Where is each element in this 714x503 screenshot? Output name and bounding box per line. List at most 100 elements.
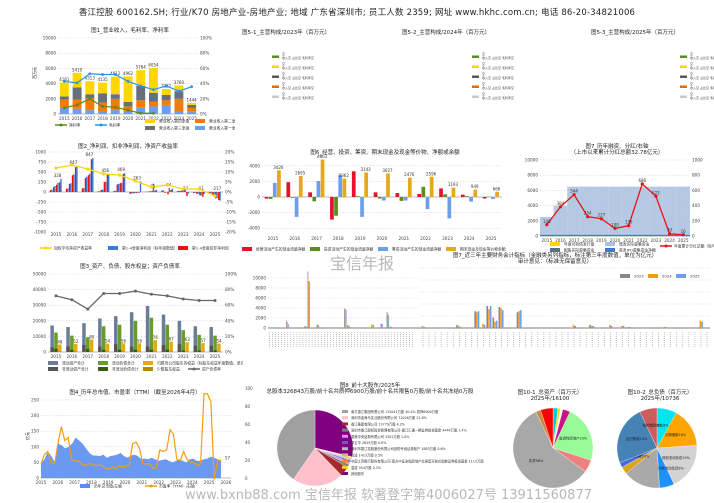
y-tick-label: 1000	[35, 150, 46, 155]
bar	[105, 182, 106, 192]
bar	[151, 191, 152, 192]
bar	[72, 175, 73, 192]
bar	[312, 197, 316, 201]
bar	[122, 343, 126, 352]
y2-tick-label: 100%	[225, 272, 237, 277]
legend-label: 收入空 占比空 毛利率空	[690, 55, 714, 60]
y-tick-label: 0	[43, 190, 46, 195]
legend-swatch	[272, 66, 279, 69]
y-tick-label: 4000	[249, 163, 260, 168]
legend-swatch	[342, 453, 348, 456]
roe-point	[182, 187, 185, 190]
x-tick-label: 2022	[162, 232, 173, 237]
bar	[117, 184, 118, 192]
bar	[291, 197, 295, 198]
bar	[288, 324, 289, 328]
bar	[138, 343, 142, 352]
chart-title: 图8_前十大股东/2025年	[340, 381, 401, 389]
x-tick-label: 2023	[651, 238, 662, 243]
y2-tick-label: 0%	[225, 190, 232, 195]
y2-tick-label: 400	[692, 203, 700, 208]
y2-tick-label: 20%	[225, 150, 234, 155]
legend-label: 筹资活动产生的现金流量净额	[392, 247, 442, 252]
equity-label: 54	[216, 339, 222, 344]
bar-base	[118, 350, 122, 352]
legend-label: 香江集团有限公司 13779万股 4.2%	[351, 421, 405, 426]
debt-ratio-point	[134, 290, 137, 293]
bar	[460, 327, 462, 328]
bar-label: 2476	[404, 172, 415, 177]
chart-title: 图10-2_总负债（百万元）	[628, 388, 693, 396]
line-point	[88, 97, 91, 100]
legend-label: 深圳市香江控股股份有限公司回购专用证券账户 1883万股 0.6%	[351, 446, 446, 451]
legend-swatch	[48, 367, 58, 371]
legend-label: 营业收入第二季度	[209, 119, 235, 124]
chart-title: 图6_经营、投资、筹资、期末现金及现金等价物、净额或余额	[310, 148, 460, 156]
bar	[461, 195, 465, 197]
chart-subtitle: 总股本326843万股/前十名共质押6900万股/前十名共限售0万股/前十名共冻…	[266, 387, 474, 395]
debt-ratio-point	[150, 293, 153, 296]
y-tick-label: 100	[31, 444, 39, 449]
bar	[219, 192, 220, 201]
chart-title: 图4_历年总市值、市盈率（TTM）（截至2026年4月）	[69, 388, 200, 396]
bar-label: 469	[117, 167, 125, 172]
y2-tick-label: 60%	[225, 303, 234, 308]
bar	[382, 197, 386, 201]
line-point	[139, 112, 142, 115]
bar	[473, 190, 477, 197]
chart-fig5-2: 图5-2_主营构成/2024年（百万元）空收入空 占比空 毛利率空空收入空 占比…	[400, 24, 535, 140]
bar	[400, 197, 404, 201]
legend-label: 加权平均净资产收益率	[54, 246, 92, 251]
bar	[381, 324, 382, 328]
y2-tick-label: 40%	[225, 318, 234, 323]
legend-label: 非流动资产合计	[62, 367, 89, 372]
bar	[178, 191, 179, 192]
bar	[663, 327, 665, 328]
debt-ratio-point	[118, 292, 121, 295]
bar-label: 4803	[317, 154, 328, 159]
legend-swatch	[145, 119, 155, 123]
x-tick-label: 2016	[72, 116, 83, 121]
bar	[309, 282, 310, 329]
legend-label: 收入空 占比空 毛利率空	[482, 55, 514, 60]
line-point	[114, 73, 117, 76]
x-tick-label: 2021	[137, 480, 148, 485]
bar	[609, 325, 611, 328]
x-tick-label: 2025	[486, 236, 497, 241]
bar	[69, 184, 70, 192]
bar	[58, 345, 62, 352]
bar	[356, 328, 357, 329]
bar-base	[82, 345, 86, 352]
bar	[99, 191, 100, 192]
line-point	[152, 88, 155, 91]
bar	[352, 171, 356, 197]
bar	[216, 192, 217, 198]
y-tick-label: 4000	[527, 203, 538, 208]
y-tick-label: 150	[31, 429, 39, 434]
x-tick-label: 2025	[678, 238, 689, 243]
legend-label: 收入空 占比空 毛利率空	[282, 55, 314, 60]
bar-base	[166, 350, 170, 352]
bar	[665, 327, 667, 328]
bar	[305, 326, 306, 328]
bar	[657, 327, 659, 328]
legend-swatch	[680, 86, 687, 89]
line-point	[178, 90, 181, 93]
debt-ratio-point	[182, 297, 185, 300]
line-point	[63, 80, 66, 83]
legend-label: 陈淦 1413万股 0.5%	[351, 452, 383, 457]
bar	[132, 192, 133, 193]
dividend-label: 100	[611, 222, 619, 227]
debt-ratio-point	[166, 294, 169, 297]
bar	[194, 192, 195, 193]
bar	[210, 192, 211, 193]
bar	[351, 327, 352, 328]
legend-swatch	[342, 435, 348, 438]
bar	[700, 321, 702, 328]
y-tick-label: 40	[245, 440, 251, 445]
bar	[356, 196, 360, 197]
legend-swatch	[472, 76, 479, 79]
